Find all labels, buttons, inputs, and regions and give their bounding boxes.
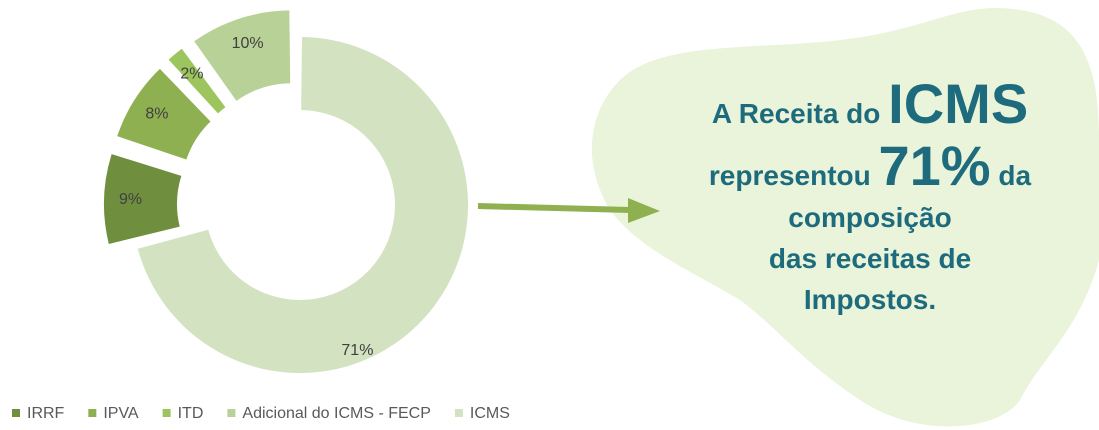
- legend-swatch: [454, 409, 463, 417]
- donut-segment: [137, 37, 469, 374]
- callout-highlight: 71%: [878, 134, 991, 197]
- callout-text: composição: [788, 202, 952, 233]
- donut-segment: [117, 68, 211, 160]
- legend-swatch: [88, 409, 97, 417]
- legend-label: IRRF: [27, 405, 65, 422]
- data-label: 9%: [119, 191, 142, 208]
- donut-segment: [104, 154, 182, 244]
- data-label: 10%: [232, 35, 264, 52]
- callout-highlight: ICMS: [888, 72, 1029, 135]
- data-label: 8%: [145, 105, 168, 122]
- arrow-line: [477, 203, 631, 213]
- data-label: 2%: [180, 66, 203, 83]
- donut-segment: [194, 10, 291, 101]
- callout-text: das receitas de: [768, 243, 972, 274]
- callout-blob: [591, 7, 1099, 427]
- callout-text: A Receita do: [711, 98, 881, 129]
- legend-swatch: [162, 409, 171, 417]
- callout-text: Impostos.: [803, 284, 937, 315]
- donut-segment: [168, 48, 226, 114]
- legend-label: ITD: [178, 405, 204, 422]
- callout-text: da: [998, 160, 1032, 191]
- legend-label: Adicional do ICMS - FECP: [242, 405, 431, 422]
- callout-text: representou: [708, 160, 871, 191]
- data-label: 71%: [341, 342, 373, 359]
- legend-swatch: [227, 409, 236, 417]
- legend-label: IPVA: [103, 405, 139, 422]
- legend-label: ICMS: [470, 405, 510, 422]
- arrow-head: [628, 198, 660, 223]
- legend-swatch: [12, 409, 20, 417]
- callout-text: A Receita do ICMS representou 71% da com…: [640, 70, 1099, 323]
